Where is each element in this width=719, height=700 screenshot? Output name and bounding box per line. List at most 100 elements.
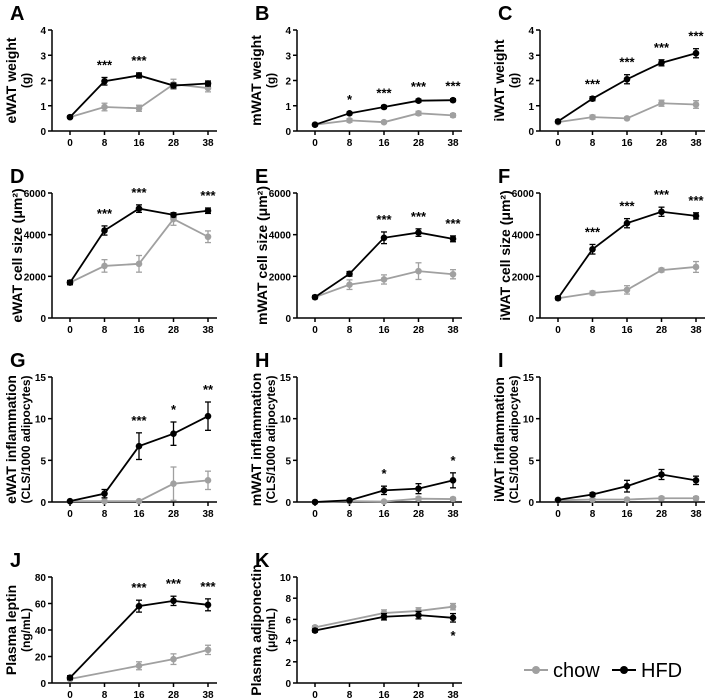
x-tick-label: 16 — [378, 690, 390, 700]
significance-marker: *** — [97, 206, 113, 221]
panel-i: I 0 5 10 15 0 8 16 28 38 iWAT inflammation (CLS/100… — [491, 350, 705, 520]
significance-marker: *** — [688, 193, 704, 208]
x-tick-label: 8 — [102, 138, 108, 149]
significance-marker: *** — [131, 580, 147, 595]
panel-a: A 0 1 2 3 4 0 8 16 28 38 eWAT weight (g) *** *** — [3, 3, 217, 149]
data-point-hfd — [346, 270, 353, 278]
significance-marker: *** — [166, 576, 182, 591]
x-tick-label: 28 — [168, 138, 180, 149]
y-tick-label: 5 — [528, 456, 534, 467]
y-tick-label: 2000 — [269, 272, 292, 283]
legend-chow-label: chow — [553, 660, 600, 682]
x-tick-label: 38 — [202, 325, 214, 336]
x-tick-label: 8 — [102, 690, 108, 700]
significance-marker: *** — [585, 77, 601, 92]
significance-marker: *** — [411, 79, 427, 94]
data-point-chow — [135, 662, 143, 670]
y-tick-label: 15 — [280, 373, 292, 384]
y-axis-label: iWAT inflammation — [491, 377, 507, 502]
x-tick-label: 38 — [447, 509, 459, 520]
significance-marker: *** — [654, 187, 670, 202]
y-axis-label: mWAT inflammation — [248, 373, 264, 507]
y-axis-label: eWAT inflammation — [3, 375, 19, 504]
panel-f: F 0 2000 4000 6000 0 8 16 28 38 iWAT cell size (μm… — [497, 166, 705, 336]
data-point-chow — [415, 495, 422, 502]
data-point-hfd — [589, 95, 596, 102]
data-point-chow — [692, 263, 700, 271]
data-point-chow — [204, 233, 212, 241]
data-point-hfd — [380, 103, 388, 111]
y-tick-label: 3 — [40, 51, 46, 62]
data-point-hfd — [170, 597, 177, 605]
significance-marker: *** — [200, 579, 216, 594]
data-point-chow — [380, 118, 388, 126]
x-tick-label: 28 — [168, 509, 180, 520]
data-point-hfd — [415, 229, 422, 236]
y-tick-label: 2 — [285, 658, 291, 669]
x-tick-label: 16 — [133, 138, 145, 149]
y-tick-label: 4000 — [512, 231, 535, 242]
x-tick-label: 28 — [656, 325, 668, 336]
y-axis-label-units: (μg/mL) — [264, 608, 278, 652]
panel-letter: A — [10, 3, 24, 25]
x-tick-label: 16 — [133, 690, 145, 700]
data-point-hfd — [554, 118, 562, 125]
x-tick-label: 38 — [447, 690, 459, 700]
panel-k: K 0 2 4 6 8 10 0 8 16 28 38 Plasma adiponectin (μg/mL… — [248, 550, 462, 700]
data-point-chow — [346, 281, 353, 288]
x-tick-label: 28 — [656, 509, 668, 520]
x-tick-label: 38 — [202, 138, 214, 149]
significance-marker: *** — [376, 85, 392, 100]
significance-marker: *** — [585, 224, 601, 239]
y-axis-label-units: (CLS/1000 adipocytes) — [507, 375, 521, 503]
panel-letter: C — [498, 3, 512, 25]
data-point-chow — [101, 497, 108, 505]
y-tick-label: 60 — [35, 600, 47, 611]
data-point-hfd — [415, 611, 422, 619]
y-tick-label: 1 — [40, 102, 46, 113]
x-tick-label: 8 — [102, 509, 108, 520]
data-point-chow — [415, 110, 422, 117]
data-point-hfd — [66, 113, 74, 121]
data-point-hfd — [346, 497, 353, 504]
x-tick-label: 38 — [690, 509, 702, 520]
x-tick-label: 28 — [413, 690, 425, 700]
series-line-hfd — [69, 599, 209, 679]
y-tick-label: 15 — [35, 373, 47, 384]
panel-j: J 0 20 40 60 80 0 8 16 28 38 Plasma leptin (ng/mL) **… — [3, 550, 217, 700]
data-point-chow — [135, 497, 143, 505]
data-point-hfd — [692, 49, 700, 57]
significance-marker: *** — [131, 53, 147, 68]
y-tick-label: 0 — [40, 314, 46, 325]
y-axis-label-units: (g) — [19, 73, 33, 88]
legend-chow-marker — [532, 666, 540, 674]
x-tick-label: 0 — [555, 138, 561, 149]
x-tick-label: 0 — [312, 690, 318, 700]
data-point-chow — [692, 101, 700, 108]
y-tick-label: 5 — [40, 456, 46, 467]
significance-marker: ** — [203, 382, 214, 397]
x-tick-label: 8 — [347, 690, 353, 700]
panel-letter: J — [10, 550, 21, 572]
data-point-chow — [101, 262, 108, 270]
data-point-chow — [623, 115, 631, 122]
y-axis-label-units: (CLS/1000 adipocytes) — [19, 375, 33, 503]
data-point-hfd — [311, 121, 319, 128]
y-tick-label: 6000 — [24, 189, 47, 200]
y-tick-label: 2 — [40, 77, 46, 88]
y-tick-label: 40 — [35, 626, 47, 637]
data-point-hfd — [380, 487, 388, 494]
y-axis-label: eWAT weight — [3, 37, 19, 123]
data-point-hfd — [589, 245, 596, 253]
y-tick-label: 8 — [285, 594, 291, 605]
y-tick-label: 0 — [40, 127, 46, 138]
y-tick-label: 4 — [528, 26, 534, 37]
x-tick-label: 28 — [413, 509, 425, 520]
significance-marker: *** — [445, 79, 461, 94]
significance-marker: * — [171, 402, 177, 417]
legend: chow HFD — [524, 660, 682, 682]
data-point-chow — [589, 289, 596, 297]
y-tick-label: 2000 — [24, 272, 47, 283]
data-point-hfd — [135, 602, 143, 610]
